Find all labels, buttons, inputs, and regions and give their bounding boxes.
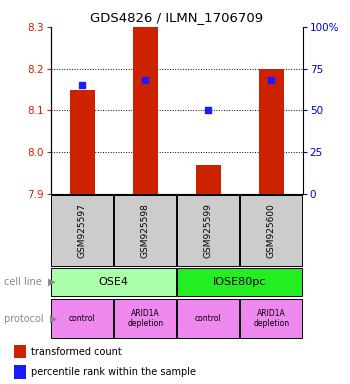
Text: IOSE80pc: IOSE80pc [213, 277, 266, 287]
FancyBboxPatch shape [51, 299, 113, 338]
Text: percentile rank within the sample: percentile rank within the sample [31, 367, 196, 377]
FancyBboxPatch shape [51, 268, 176, 296]
Text: protocol  ▶: protocol ▶ [4, 314, 57, 324]
Text: GSM925598: GSM925598 [141, 203, 150, 258]
Text: GSM925597: GSM925597 [78, 203, 87, 258]
Bar [14, 366, 26, 379]
Text: cell line  ▶: cell line ▶ [4, 277, 55, 287]
FancyBboxPatch shape [240, 195, 302, 266]
Text: GSM925600: GSM925600 [267, 203, 276, 258]
Text: ARID1A
depletion: ARID1A depletion [253, 309, 289, 328]
Title: GDS4826 / ILMN_1706709: GDS4826 / ILMN_1706709 [90, 11, 263, 24]
Bar [14, 345, 26, 358]
FancyBboxPatch shape [177, 299, 239, 338]
FancyBboxPatch shape [177, 195, 239, 266]
Text: ARID1A
depletion: ARID1A depletion [127, 309, 163, 328]
FancyBboxPatch shape [114, 299, 176, 338]
Text: GSM925599: GSM925599 [204, 203, 213, 258]
Text: OSE4: OSE4 [99, 277, 129, 287]
Bar [196, 165, 221, 194]
Text: transformed count: transformed count [31, 347, 122, 357]
FancyBboxPatch shape [114, 195, 176, 266]
Bar [259, 69, 284, 194]
Bar [133, 27, 158, 194]
Bar [70, 89, 95, 194]
Text: control: control [195, 314, 222, 323]
Text: control: control [69, 314, 96, 323]
FancyBboxPatch shape [177, 268, 302, 296]
FancyBboxPatch shape [240, 299, 302, 338]
FancyBboxPatch shape [51, 195, 113, 266]
